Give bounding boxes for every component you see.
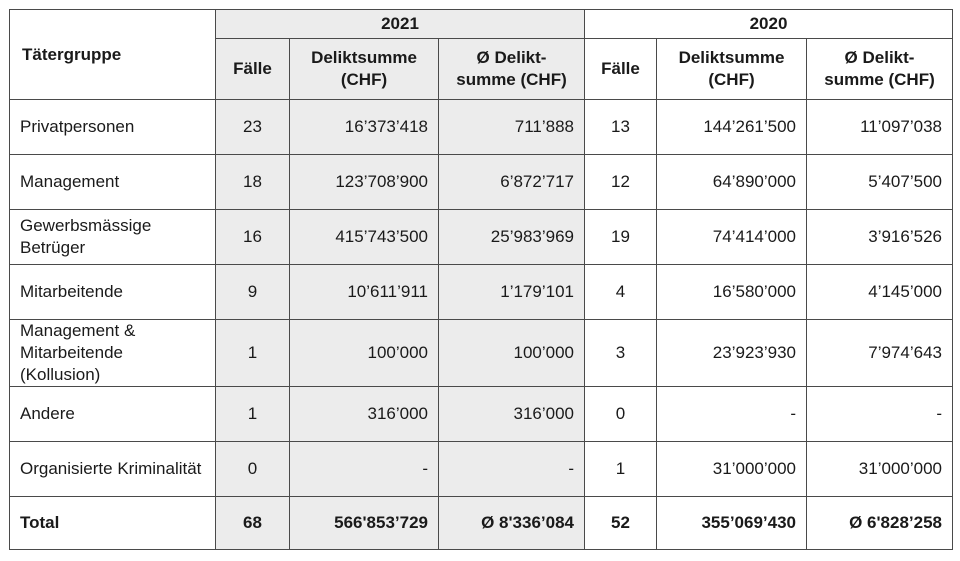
sum-2021: 100’000	[289, 319, 439, 387]
cases-2021: 1	[215, 386, 290, 442]
cases-2021: 18	[215, 154, 290, 210]
header-sum-2020: Deliktsumme (CHF)	[656, 38, 807, 100]
row-group: Organisierte Kriminalität	[9, 441, 216, 497]
total-sum-2021: 566'853’729	[289, 496, 439, 550]
sum-2020: -	[656, 386, 807, 442]
cases-2020: 3	[584, 319, 657, 387]
sum-2021: 415’743’500	[289, 209, 439, 265]
header-year-2021: 2021	[215, 9, 585, 39]
row-group: Management & Mitarbeitende (Kollusion)	[9, 319, 216, 387]
avg-2021: 711’888	[438, 99, 585, 155]
header-sum-2021: Deliktsumme (CHF)	[289, 38, 439, 100]
avg-2021: 1’179’101	[438, 264, 585, 320]
header-avg-2020: Ø Delikt-summe (CHF)	[806, 38, 953, 100]
row-group: Gewerbsmässige Betrüger	[9, 209, 216, 265]
cases-2020: 13	[584, 99, 657, 155]
offender-group-table: Tätergruppe 2021 2020 Fälle Deliktsumme …	[9, 9, 953, 550]
avg-2020: -	[806, 386, 953, 442]
table-row: Mitarbeitende 9 10’611’911 1’179’101 4 1…	[9, 264, 953, 320]
cases-2020: 0	[584, 386, 657, 442]
sum-2021: 16’373’418	[289, 99, 439, 155]
header-offender-group: Tätergruppe	[9, 9, 216, 100]
table-row: Management 18 123’708’900 6’872’717 12 6…	[9, 154, 953, 210]
header-avg-2021: Ø Delikt-summe (CHF)	[438, 38, 585, 100]
sum-2020: 31’000’000	[656, 441, 807, 497]
header-year-2020: 2020	[584, 9, 953, 39]
total-sum-2020: 355’069’430	[656, 496, 807, 550]
cases-2020: 1	[584, 441, 657, 497]
total-cases-2020: 52	[584, 496, 657, 550]
total-row: Total 68 566'853’729 Ø 8'336’084 52 355’…	[9, 496, 953, 550]
avg-2021: 100’000	[438, 319, 585, 387]
sum-2021: 316’000	[289, 386, 439, 442]
table-row: Privatpersonen 23 16’373’418 711’888 13 …	[9, 99, 953, 155]
row-group: Management	[9, 154, 216, 210]
avg-2021: 25’983’969	[438, 209, 585, 265]
row-group: Andere	[9, 386, 216, 442]
sum-2020: 23’923’930	[656, 319, 807, 387]
total-avg-2020: Ø 6'828’258	[806, 496, 953, 550]
table-row: Management & Mitarbeitende (Kollusion) 1…	[9, 319, 953, 387]
sum-2020: 16’580’000	[656, 264, 807, 320]
avg-2020: 31’000’000	[806, 441, 953, 497]
avg-2020: 3’916’526	[806, 209, 953, 265]
table-row: Organisierte Kriminalität 0 - - 1 31’000…	[9, 441, 953, 497]
header-cases-2020: Fälle	[584, 38, 657, 100]
avg-2021: 6’872’717	[438, 154, 585, 210]
cases-2020: 4	[584, 264, 657, 320]
avg-2021: -	[438, 441, 585, 497]
sum-2021: -	[289, 441, 439, 497]
avg-2021: 316’000	[438, 386, 585, 442]
cases-2020: 19	[584, 209, 657, 265]
cases-2021: 16	[215, 209, 290, 265]
sum-2020: 74’414’000	[656, 209, 807, 265]
row-group: Mitarbeitende	[9, 264, 216, 320]
cases-2021: 9	[215, 264, 290, 320]
sum-2020: 144’261’500	[656, 99, 807, 155]
header-cases-2021: Fälle	[215, 38, 290, 100]
table-row: Andere 1 316’000 316’000 0 - -	[9, 386, 953, 442]
sum-2021: 10’611’911	[289, 264, 439, 320]
cases-2021: 1	[215, 319, 290, 387]
total-cases-2021: 68	[215, 496, 290, 550]
avg-2020: 5’407’500	[806, 154, 953, 210]
avg-2020: 4’145’000	[806, 264, 953, 320]
table-row: Gewerbsmässige Betrüger 16 415’743’500 2…	[9, 209, 953, 265]
total-avg-2021: Ø 8'336’084	[438, 496, 585, 550]
row-group: Privatpersonen	[9, 99, 216, 155]
avg-2020: 11’097’038	[806, 99, 953, 155]
sum-2021: 123’708’900	[289, 154, 439, 210]
total-label: Total	[9, 496, 216, 550]
avg-2020: 7’974’643	[806, 319, 953, 387]
cases-2020: 12	[584, 154, 657, 210]
cases-2021: 0	[215, 441, 290, 497]
cases-2021: 23	[215, 99, 290, 155]
sum-2020: 64’890’000	[656, 154, 807, 210]
